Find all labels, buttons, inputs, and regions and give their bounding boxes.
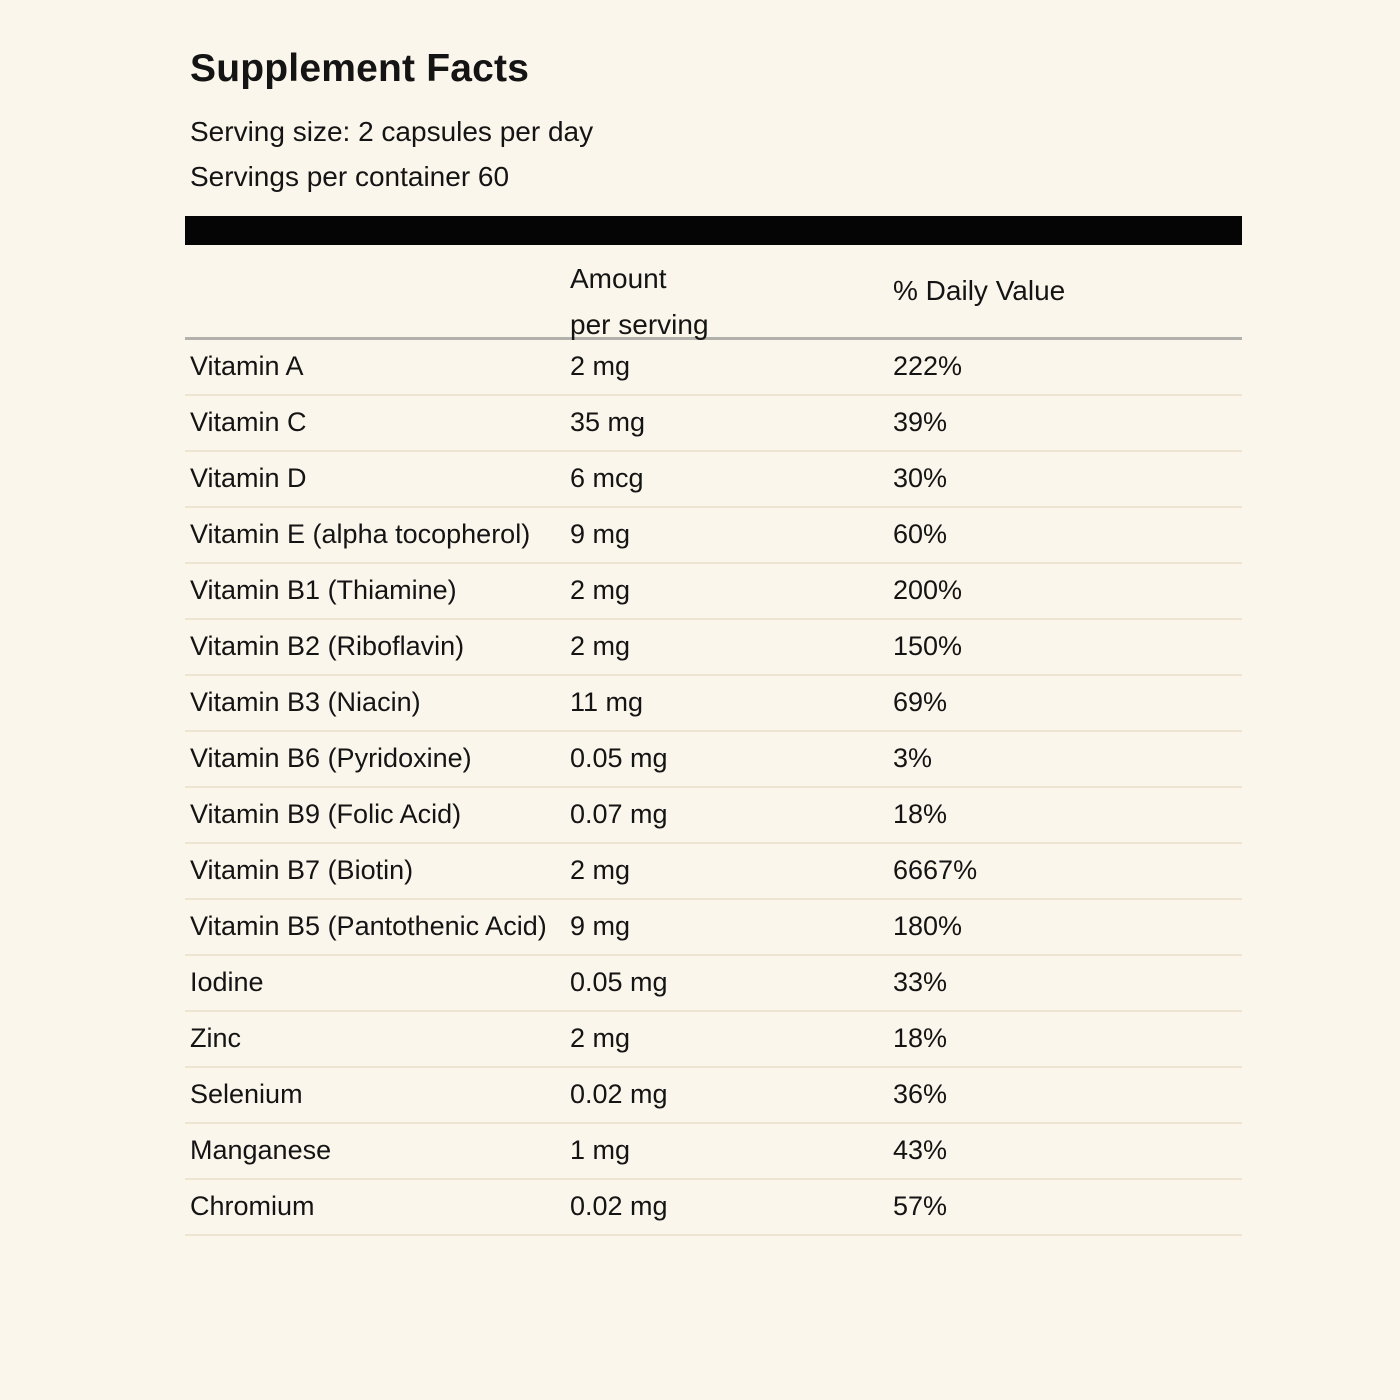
table-row: Vitamin B2 (Riboflavin) 2 mg 150% [185, 620, 1242, 676]
nutrient-daily-value: 150% [893, 631, 963, 662]
serving-size-text: Serving size: 2 capsules per day [190, 115, 594, 147]
nutrient-name: Manganese [190, 1135, 332, 1166]
nutrient-name: Iodine [190, 967, 264, 998]
table-row: Iodine 0.05 mg 33% [185, 956, 1242, 1012]
nutrient-daily-value: 30% [893, 463, 948, 494]
table-row: Zinc 2 mg 18% [185, 1012, 1242, 1068]
table-row: Vitamin B1 (Thiamine) 2 mg 200% [185, 564, 1242, 620]
nutrient-daily-value: 3% [893, 743, 933, 774]
nutrient-amount: 2 mg [570, 575, 631, 606]
nutrient-name: Vitamin B2 (Riboflavin) [190, 631, 465, 662]
nutrient-amount: 0.07 mg [570, 799, 668, 830]
nutrient-amount: 0.02 mg [570, 1191, 668, 1222]
nutrient-name: Selenium [190, 1079, 303, 1110]
column-header-daily-value: % Daily Value [893, 274, 1066, 306]
divider-bar [185, 215, 1242, 245]
nutrient-daily-value: 69% [893, 687, 948, 718]
nutrient-amount: 11 mg [570, 687, 644, 718]
nutrient-amount: 2 mg [570, 631, 631, 662]
table-body: Vitamin A 2 mg 222% Vitamin C 35 mg 39% … [185, 340, 1242, 1236]
serving-info: Serving size: 2 capsules per day Serving… [185, 109, 1242, 199]
table-header: Amount per serving % Daily Value [185, 245, 1242, 340]
table-row: Vitamin C 35 mg 39% [185, 396, 1242, 452]
table-row: Vitamin B7 (Biotin) 2 mg 6667% [185, 844, 1242, 900]
nutrient-amount: 35 mg [570, 407, 646, 438]
nutrient-name: Vitamin B6 (Pyridoxine) [190, 743, 472, 774]
column-header-amount: Amount per serving [570, 245, 893, 340]
nutrient-name: Vitamin E (alpha tocopherol) [190, 519, 531, 550]
nutrient-daily-value: 43% [893, 1135, 948, 1166]
nutrient-amount: 1 mg [570, 1135, 631, 1166]
nutrient-name: Vitamin B3 (Niacin) [190, 687, 421, 718]
nutrient-name: Vitamin B5 (Pantothenic Acid) [190, 911, 547, 942]
nutrient-daily-value: 222% [893, 351, 963, 382]
table-row: Selenium 0.02 mg 36% [185, 1068, 1242, 1124]
column-header-amount-line1: Amount [570, 262, 667, 294]
nutrient-name: Vitamin D [190, 463, 307, 494]
nutrient-name: Zinc [190, 1023, 242, 1054]
nutrient-amount: 9 mg [570, 911, 631, 942]
nutrient-daily-value: 18% [893, 799, 948, 830]
nutrient-name: Chromium [190, 1191, 315, 1222]
servings-per-container-text: Servings per container 60 [190, 160, 510, 192]
nutrient-daily-value: 60% [893, 519, 948, 550]
nutrient-daily-value: 33% [893, 967, 948, 998]
nutrient-amount: 2 mg [570, 351, 631, 382]
table-row: Vitamin B5 (Pantothenic Acid) 9 mg 180% [185, 900, 1242, 956]
nutrient-name: Vitamin C [190, 407, 307, 438]
table-row: Manganese 1 mg 43% [185, 1124, 1242, 1180]
nutrient-daily-value: 36% [893, 1079, 948, 1110]
table-row: Vitamin B6 (Pyridoxine) 0.05 mg 3% [185, 732, 1242, 788]
table-row: Chromium 0.02 mg 57% [185, 1180, 1242, 1236]
label-title: Supplement Facts [190, 47, 530, 90]
nutrient-amount: 0.05 mg [570, 743, 668, 774]
nutrient-name: Vitamin B9 (Folic Acid) [190, 799, 462, 830]
nutrient-amount: 2 mg [570, 1023, 631, 1054]
nutrient-daily-value: 39% [893, 407, 948, 438]
nutrient-amount: 0.02 mg [570, 1079, 668, 1110]
nutrient-daily-value: 57% [893, 1191, 948, 1222]
nutrient-amount: 2 mg [570, 855, 631, 886]
supplement-facts-label: Supplement Facts Serving size: 2 capsule… [185, 47, 1242, 1236]
table-row: Vitamin A 2 mg 222% [185, 340, 1242, 396]
nutrient-daily-value: 6667% [893, 855, 978, 886]
table-row: Vitamin E (alpha tocopherol) 9 mg 60% [185, 508, 1242, 564]
nutrient-amount: 9 mg [570, 519, 631, 550]
column-header-amount-line2: per serving [570, 308, 709, 340]
nutrient-daily-value: 18% [893, 1023, 948, 1054]
table-row: Vitamin B9 (Folic Acid) 0.07 mg 18% [185, 788, 1242, 844]
table-row: Vitamin B3 (Niacin) 11 mg 69% [185, 676, 1242, 732]
nutrient-daily-value: 180% [893, 911, 963, 942]
nutrient-name: Vitamin A [190, 351, 304, 382]
nutrient-amount: 0.05 mg [570, 967, 668, 998]
column-header-nutrient [185, 245, 570, 337]
nutrient-daily-value: 200% [893, 575, 963, 606]
nutrient-amount: 6 mcg [570, 463, 644, 494]
table-row: Vitamin D 6 mcg 30% [185, 452, 1242, 508]
nutrient-name: Vitamin B7 (Biotin) [190, 855, 414, 886]
nutrient-name: Vitamin B1 (Thiamine) [190, 575, 457, 606]
